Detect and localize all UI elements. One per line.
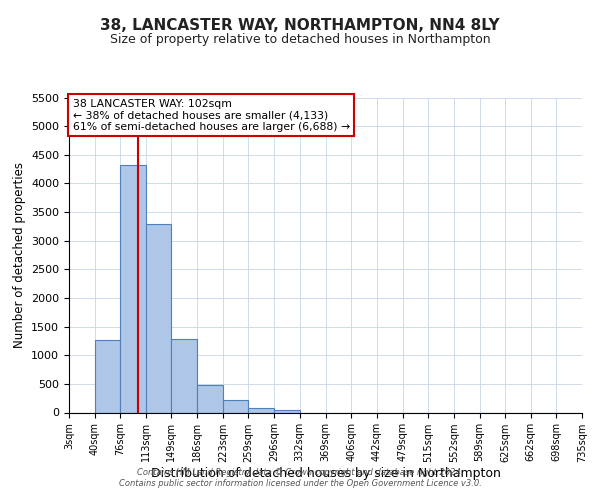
Bar: [197, 385, 223, 412]
Text: 38, LANCASTER WAY, NORTHAMPTON, NN4 8LY: 38, LANCASTER WAY, NORTHAMPTON, NN4 8LY: [100, 18, 500, 32]
Y-axis label: Number of detached properties: Number of detached properties: [13, 162, 26, 348]
Bar: [95, 340, 120, 412]
Bar: [274, 410, 299, 412]
Bar: [146, 224, 172, 412]
Bar: [172, 338, 197, 412]
Bar: [120, 164, 146, 412]
Bar: [248, 408, 274, 412]
Text: 38 LANCASTER WAY: 102sqm
← 38% of detached houses are smaller (4,133)
61% of sem: 38 LANCASTER WAY: 102sqm ← 38% of detach…: [73, 98, 350, 132]
Bar: [223, 400, 248, 412]
X-axis label: Distribution of detached houses by size in Northampton: Distribution of detached houses by size …: [151, 468, 500, 480]
Text: Size of property relative to detached houses in Northampton: Size of property relative to detached ho…: [110, 32, 490, 46]
Text: Contains HM Land Registry data © Crown copyright and database right 2024.
Contai: Contains HM Land Registry data © Crown c…: [119, 468, 481, 487]
